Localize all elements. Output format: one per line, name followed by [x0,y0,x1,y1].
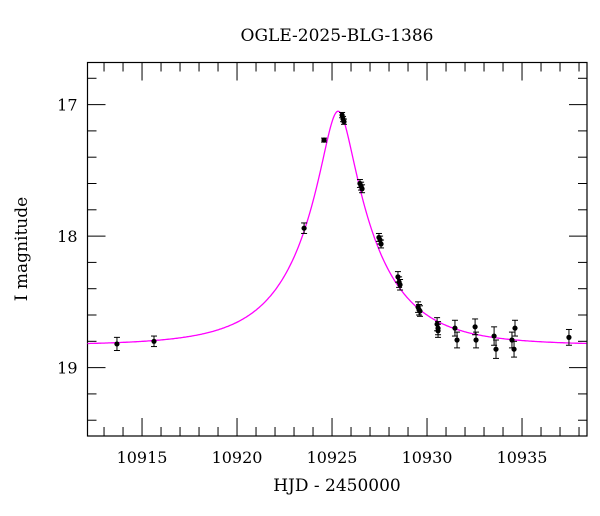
data-point [511,319,518,337]
point-marker [435,328,441,334]
model-curve-group [87,110,587,345]
data-point [416,305,423,317]
point-marker [397,282,403,288]
point-marker [566,334,572,340]
chart-title: OGLE-2025-BLG-1386 [241,26,434,46]
point-marker [301,225,307,231]
point-marker [452,325,458,331]
point-marker [321,137,327,143]
axis-ticks [87,62,587,436]
data-point [454,331,461,349]
data-points [113,111,572,359]
point-marker [378,241,384,247]
data-point [435,323,442,338]
point-marker [491,333,497,339]
data-point [150,335,157,348]
data-point [301,222,308,234]
data-point [492,339,499,359]
x-tick-label: 10930 [402,448,453,467]
point-marker [512,325,518,331]
x-tick-label: 10915 [117,448,168,467]
data-point [397,278,404,291]
x-tick-label: 10925 [307,448,358,467]
data-point [113,336,120,352]
point-marker [359,186,365,192]
data-point [359,184,366,194]
point-marker [151,338,157,344]
y-tick-label: 18 [57,227,77,246]
data-point [321,137,328,143]
y-tick-label: 17 [57,96,77,115]
data-point [473,331,480,349]
x-axis-label: HJD - 2450000 [273,476,401,496]
y-tick-label: 19 [57,359,77,378]
y-axis-label: I magnitude [12,197,32,301]
data-point [565,328,572,346]
point-marker [114,341,120,347]
point-marker [454,337,460,343]
data-point [511,340,518,358]
model-curve [87,110,587,345]
data-point [378,239,385,249]
point-marker [472,324,478,330]
point-marker [341,119,347,125]
x-tick-label: 10920 [212,448,263,467]
point-marker [493,346,499,352]
data-point [340,118,347,125]
point-marker [473,337,479,343]
point-marker [417,308,423,314]
plot-frame [86,61,588,437]
tick-labels: 10915 10920 10925 10930 10935 17 18 19 [57,96,547,467]
x-tick-label: 10935 [497,448,548,467]
point-marker [511,346,517,352]
